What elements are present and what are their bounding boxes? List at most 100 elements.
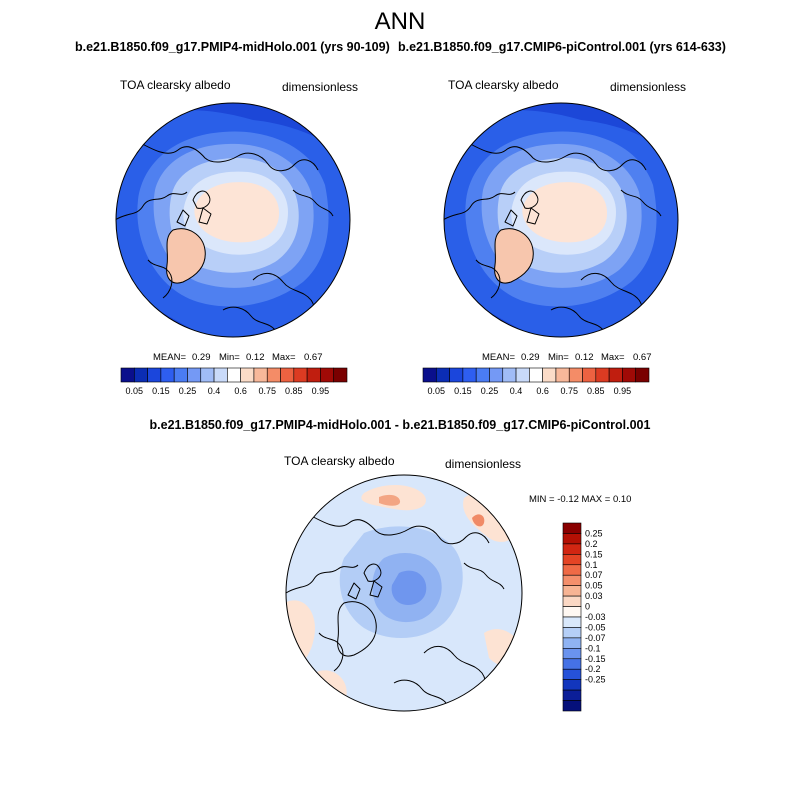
left-colorbar-cell (306, 367, 321, 383)
right-max-label: Max= (601, 352, 625, 363)
right-colorbar-cell (608, 367, 623, 383)
right-map (444, 103, 678, 337)
page-title: ANN (374, 8, 426, 35)
diff-colorbar-tick-label: -0.2 (585, 664, 601, 674)
left-map (116, 103, 350, 337)
left-colorbar-tick-label: 0.4 (208, 386, 221, 396)
left-panel-case-title: b.e21.B1850.f09_g17.PMIP4-midHolo.001 (y… (75, 40, 390, 54)
diff-colorbar-cell (562, 616, 582, 628)
left-colorbar-tick-label: 0.05 (126, 386, 144, 396)
right-colorbar-cell (515, 367, 530, 383)
left-max-value: 0.67 (304, 352, 323, 363)
left-colorbar-cell (253, 367, 268, 383)
left-mean-value: 0.29 (192, 352, 211, 363)
right-colorbar-cell (595, 367, 610, 383)
diff-colorbar-cell (562, 689, 582, 701)
right-max-value: 0.67 (633, 352, 652, 363)
right-colorbar-tick-label: 0.95 (614, 386, 632, 396)
diff-colorbar-cell (562, 533, 582, 545)
diff-colorbar-cell (562, 564, 582, 576)
diff-colorbar-cell (562, 574, 582, 586)
left-colorbar-cell (266, 367, 281, 383)
diff-colorbar-tick-label: 0.25 (585, 528, 603, 538)
right-colorbar-tick-label: 0.05 (428, 386, 446, 396)
right-panel-variable: TOA clearsky albedo (448, 78, 559, 92)
left-min-value: 0.12 (246, 352, 265, 363)
diff-colorbar-cell (562, 543, 582, 555)
right-colorbar-tick-label: 0.15 (454, 386, 472, 396)
left-mean-label: MEAN= (153, 352, 186, 363)
diff-colorbar-tick-label: -0.15 (585, 654, 606, 664)
diff-colorbar-cell (562, 679, 582, 691)
right-colorbar-tick-label: 0.85 (587, 386, 605, 396)
diff-variable: TOA clearsky albedo (284, 454, 395, 468)
left-colorbar-cell (133, 367, 148, 383)
diff-colorbar-cell (562, 522, 582, 534)
diff-colorbar-cell (562, 585, 582, 597)
diff-map-border (285, 474, 523, 712)
diff-colorbar-tick-label: -0.1 (585, 643, 601, 653)
diff-colorbar-cell (562, 554, 582, 566)
diff-colorbar-tick-label: 0 (585, 602, 590, 612)
right-colorbar: 0.05 0.15 0.25 0.4 0.6 0.75 0.85 0.95 (422, 367, 650, 396)
left-max-label: Max= (272, 352, 296, 363)
diff-colorbar-tick-label: -0.07 (585, 633, 606, 643)
diff-colorbar-tick-label: 0.2 (585, 539, 598, 549)
diff-colorbar-tick-label: -0.05 (585, 622, 606, 632)
diff-colorbar-tick-label: 0.05 (585, 581, 603, 591)
right-colorbar-tick-label: 0.6 (536, 386, 549, 396)
left-colorbar-cell (293, 367, 308, 383)
right-colorbar-cell (529, 367, 543, 383)
left-colorbar-cell (213, 367, 228, 383)
right-colorbar-cell (622, 367, 637, 383)
diff-colorbar-tick-label: -0.03 (585, 612, 606, 622)
diff-colorbar-tick-label: 0.07 (585, 570, 603, 580)
left-colorbar-cell (333, 367, 348, 383)
left-colorbar-tick-label: 0.75 (258, 386, 276, 396)
diff-colorbar-cell (562, 668, 582, 680)
left-colorbar-cell (173, 367, 188, 383)
diff-colorbar-cell (562, 648, 582, 660)
left-colorbar-tick-label: 0.95 (312, 386, 330, 396)
diff-colorbar-tick-label: -0.25 (585, 675, 606, 685)
diff-colorbar-cell (562, 627, 582, 639)
right-panel-units: dimensionless (610, 80, 687, 94)
right-colorbar-cell (542, 367, 557, 383)
left-colorbar-cell (200, 367, 215, 383)
left-colorbar-cell (320, 367, 335, 383)
left-colorbar-cell (280, 367, 295, 383)
diff-colorbar-cell (562, 595, 582, 607)
diff-colorbar-tick-label: 0.15 (585, 549, 603, 559)
right-colorbar-tick-label: 0.75 (560, 386, 578, 396)
diff-colorbar-cell (562, 637, 582, 649)
right-mean-label: MEAN= (482, 352, 515, 363)
diff-units: dimensionless (445, 457, 522, 471)
left-colorbar-cell (240, 367, 255, 383)
left-colorbar-cell (147, 367, 162, 383)
left-colorbar-cell (227, 367, 241, 383)
left-panel-variable: TOA clearsky albedo (120, 78, 231, 92)
diff-title: b.e21.B1850.f09_g17.PMIP4-midHolo.001 - … (149, 418, 651, 432)
left-colorbar: 0.05 0.15 0.25 0.4 0.6 0.75 0.85 0.95 (120, 367, 348, 396)
right-mean-value: 0.29 (521, 352, 540, 363)
diff-colorbar-tick-label: 0.03 (585, 591, 603, 601)
diff-colorbar-tick-label: 0.1 (585, 560, 598, 570)
left-colorbar-cell (160, 367, 175, 383)
diff-minmax: MIN = -0.12 MAX = 0.10 (529, 494, 632, 505)
diff-colorbar-cell (562, 606, 582, 618)
left-map-border (115, 102, 351, 338)
right-colorbar-cell (502, 367, 517, 383)
diff-colorbar: 0.250.20.150.10.070.050.030-0.03-0.05-0.… (562, 522, 606, 712)
right-colorbar-cell (475, 367, 490, 383)
right-colorbar-cell (422, 367, 437, 383)
right-colorbar-tick-label: 0.4 (510, 386, 523, 396)
left-panel-units: dimensionless (282, 80, 359, 94)
left-colorbar-tick-label: 0.15 (152, 386, 170, 396)
left-min-label: Min= (219, 352, 240, 363)
right-colorbar-cell (555, 367, 570, 383)
right-colorbar-cell (568, 367, 583, 383)
right-min-label: Min= (548, 352, 569, 363)
left-colorbar-tick-label: 0.85 (285, 386, 303, 396)
left-colorbar-cell (120, 367, 135, 383)
